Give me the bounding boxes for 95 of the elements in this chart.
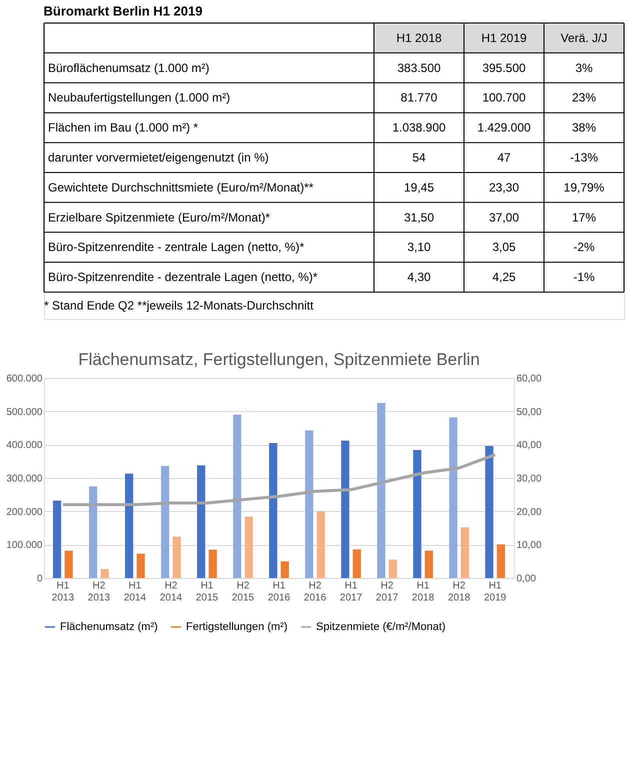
category-label: Gewichtete Durchschnittsmiete (Euro/m²/Monat)** [48,180,314,194]
category-label: Büroflächenumsatz (1.000 m²) [48,60,210,75]
bar [64,550,73,578]
y-tick-label: 600.000 [6,374,43,384]
y2-tick-label: 0,00 [516,574,536,584]
bar [197,465,206,578]
x-tick-label: H1 2018 [412,580,435,604]
bar [352,549,361,578]
category-label: Flächen im Bau (1.000 m²) * [48,120,198,135]
text: -13% [570,150,598,165]
category-label: Büro-Spitzenrendite - zentrale Lagen (netto, %)* [48,240,304,254]
bar [341,440,350,578]
x-tick-label: H1 2015 [196,580,219,604]
legend-label: Flächenumsatz (m²) [60,621,158,633]
x-tick-label: H1 2016 [268,580,291,604]
bar [208,550,217,578]
line-series [61,453,497,506]
bar [244,516,253,578]
text: 54 [412,150,426,165]
x-tick-label: H2 2016 [304,580,327,604]
text: 1.429.000 [477,120,531,135]
legend-label: Spitzenmiete (€/m²/Monat) [316,621,446,633]
text: 395.500 [482,60,526,75]
text: 383.500 [397,60,441,75]
text: 17% [572,210,596,224]
y-tick-label: 500.000 [6,406,43,418]
category-label: H1 2018 [396,30,442,45]
text: * Stand Ende Q2 **jeweils 12-Monats-Durchschnitt [44,298,314,313]
y2-tick-label: 50,00 [516,406,542,418]
bar [413,450,422,578]
category-label: Neubaufertigstellungen (1.000 m²) [48,90,230,105]
text: 3% [575,60,593,75]
bar [233,414,242,578]
bar [305,430,314,578]
x-tick-label: H1 2019 [484,580,507,604]
text: 4,30 [407,270,431,284]
category-label: Büro-Spitzenrendite - dezentrale Lagen (netto, %)* [48,270,318,284]
x-tick-label: H1 2013 [52,580,74,604]
bar [100,569,109,578]
text: 23,30 [488,180,520,194]
x-tick-label: H2 2017 [376,580,399,604]
bar [269,443,278,578]
bar [280,561,289,578]
text: -2% [573,240,595,254]
bar [136,554,145,578]
bar [388,560,397,578]
bar [172,536,181,578]
text: 3,10 [407,240,431,254]
text: 100.700 [482,90,526,105]
bar [485,446,494,578]
x-tick-label: H1 2017 [340,580,363,604]
y-tick-label: 0 [36,574,43,584]
text: 37,00 [488,210,520,224]
y2-tick-label: 40,00 [516,440,542,452]
category-label: Erzielbare Spitzenmiete (Euro/m²/Monat)* [48,210,270,224]
text: 38% [572,120,596,135]
bar [377,403,386,578]
text: 4,25 [492,270,516,284]
bar [424,550,433,578]
bar [161,466,170,578]
bar [125,474,134,578]
bar [496,544,505,578]
y-tick-label: 400.000 [6,440,43,452]
text: -1% [573,270,595,284]
y2-tick-label: 10,00 [516,540,542,552]
y-tick-label: 200.000 [6,506,43,518]
y-tick-label: 300.000 [6,474,43,484]
bar [449,417,458,578]
x-tick-label: H2 2013 [88,580,110,604]
text: 19,45 [404,180,434,194]
text: 23% [572,90,596,105]
text: Büromarkt Berlin H1 2019 [44,4,202,18]
legend-label: Fertigstellungen (m²) [186,621,288,633]
x-tick-label: H2 2014 [160,580,183,604]
chart-title: Flächenumsatz, Fertigstellungen, Spitzenmiete Berlin [78,350,480,369]
y2-tick-label: 60,00 [516,374,542,384]
x-tick-label: H2 2015 [232,580,255,604]
bar [53,500,62,578]
text: 47 [497,150,511,165]
x-tick-label: H1 2014 [124,580,146,604]
bar [316,511,325,578]
text: 3,05 [492,240,516,254]
bar [460,527,469,578]
y2-tick-label: 30,00 [516,474,542,484]
x-tick-label: H2 2018 [448,580,471,604]
category-label: Verä. J/J [560,30,608,45]
y-tick-label: 100.000 [6,540,43,552]
text: 1.038.900 [392,120,446,135]
text: 31,50 [404,210,434,224]
text: 19,79% [564,180,604,194]
category-label: darunter vorvermietet/eigengenutzt (in %) [48,150,269,165]
y2-tick-label: 20,00 [516,506,542,518]
text: 81.770 [400,90,438,105]
bar [89,486,98,578]
category-label: H1 2019 [481,30,528,45]
